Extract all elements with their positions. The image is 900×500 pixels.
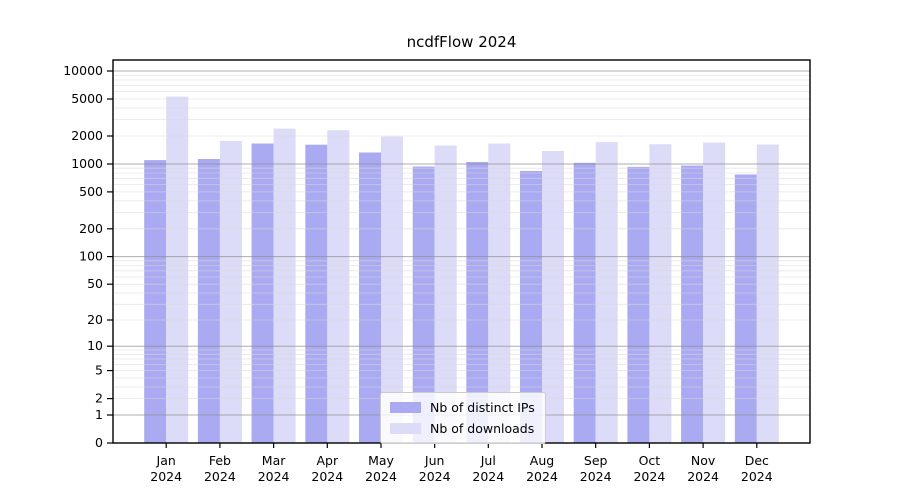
x-tick-label-year: 2024 bbox=[526, 469, 558, 484]
x-tick-label-year: 2024 bbox=[633, 469, 665, 484]
x-tick-label-year: 2024 bbox=[741, 469, 773, 484]
y-tick-label: 2000 bbox=[71, 128, 103, 143]
bar-distinct-ips-apr bbox=[305, 144, 328, 443]
x-tick-label-year: 2024 bbox=[311, 469, 343, 484]
y-tick-label: 0 bbox=[95, 435, 103, 450]
legend-swatch-downloads bbox=[390, 423, 421, 434]
legend: Nb of distinct IPs Nb of downloads bbox=[380, 392, 546, 444]
bar-downloads-jun bbox=[434, 145, 457, 443]
x-tick-label-month: Oct bbox=[639, 453, 661, 468]
x-tick-label-year: 2024 bbox=[258, 469, 290, 484]
legend-label-distinct-ips: Nb of distinct IPs bbox=[430, 400, 535, 415]
bar-distinct-ips-jul bbox=[466, 162, 489, 443]
y-tick-label: 2 bbox=[95, 391, 103, 406]
bar-downloads-apr bbox=[327, 130, 350, 443]
bar-distinct-ips-feb bbox=[197, 159, 220, 443]
bar-downloads-feb bbox=[219, 140, 242, 443]
x-tick-label-year: 2024 bbox=[419, 469, 451, 484]
bar-distinct-ips-dec bbox=[734, 174, 757, 443]
legend-label-downloads: Nb of downloads bbox=[430, 421, 535, 436]
x-tick-label-year: 2024 bbox=[687, 469, 719, 484]
bar-distinct-ips-oct bbox=[627, 166, 650, 443]
bar-distinct-ips-jan bbox=[144, 160, 167, 443]
y-tick-label: 1 bbox=[95, 407, 103, 422]
x-tick-label-year: 2024 bbox=[150, 469, 182, 484]
x-tick-label-month: Nov bbox=[691, 453, 716, 468]
x-tick-label-month: Feb bbox=[209, 453, 231, 468]
x-tick-label-year: 2024 bbox=[580, 469, 612, 484]
y-tick-label: 10000 bbox=[63, 63, 103, 78]
x-tick-label-month: Sep bbox=[584, 453, 608, 468]
y-tick-label: 200 bbox=[79, 221, 103, 236]
bar-downloads-dec bbox=[756, 144, 779, 443]
x-tick-label-month: Jul bbox=[480, 453, 496, 468]
y-tick-label: 20 bbox=[87, 312, 103, 327]
x-tick-label-year: 2024 bbox=[472, 469, 504, 484]
bar-distinct-ips-aug bbox=[520, 171, 542, 443]
x-tick-label-month: May bbox=[368, 453, 394, 468]
legend-swatch-distinct-ips bbox=[390, 402, 421, 413]
bar-downloads-jan bbox=[166, 96, 189, 443]
x-tick-label-month: Jan bbox=[156, 453, 176, 468]
bar-downloads-may bbox=[381, 136, 403, 443]
y-tick-label: 1000 bbox=[71, 156, 103, 171]
x-tick-label-year: 2024 bbox=[365, 469, 397, 484]
bar-downloads-oct bbox=[649, 144, 672, 443]
bar-distinct-ips-sep bbox=[573, 162, 596, 444]
y-tick-label: 5 bbox=[95, 363, 103, 378]
legend-item-distinct-ips: Nb of distinct IPs bbox=[390, 400, 535, 415]
x-tick-label-month: Dec bbox=[745, 453, 769, 468]
y-tick-label: 500 bbox=[79, 184, 103, 199]
legend-item-downloads: Nb of downloads bbox=[390, 421, 535, 436]
y-tick-label: 50 bbox=[87, 276, 103, 291]
x-tick-label-year: 2024 bbox=[204, 469, 236, 484]
bar-distinct-ips-may bbox=[359, 152, 381, 443]
chart-title: ncdfFlow 2024 bbox=[406, 33, 517, 51]
x-tick-label-month: Mar bbox=[262, 453, 286, 468]
bar-downloads-sep bbox=[595, 142, 618, 443]
y-tick-label: 100 bbox=[79, 249, 103, 264]
bar-downloads-aug bbox=[542, 151, 564, 443]
x-tick-label-month: Aug bbox=[530, 453, 554, 468]
y-tick-label: 5000 bbox=[71, 91, 103, 106]
x-tick-label-month: Jun bbox=[424, 453, 445, 468]
bar-distinct-ips-jun bbox=[412, 166, 435, 443]
y-tick-label: 10 bbox=[87, 338, 103, 353]
bar-downloads-mar bbox=[273, 128, 296, 443]
x-tick-label-month: Apr bbox=[316, 453, 338, 468]
